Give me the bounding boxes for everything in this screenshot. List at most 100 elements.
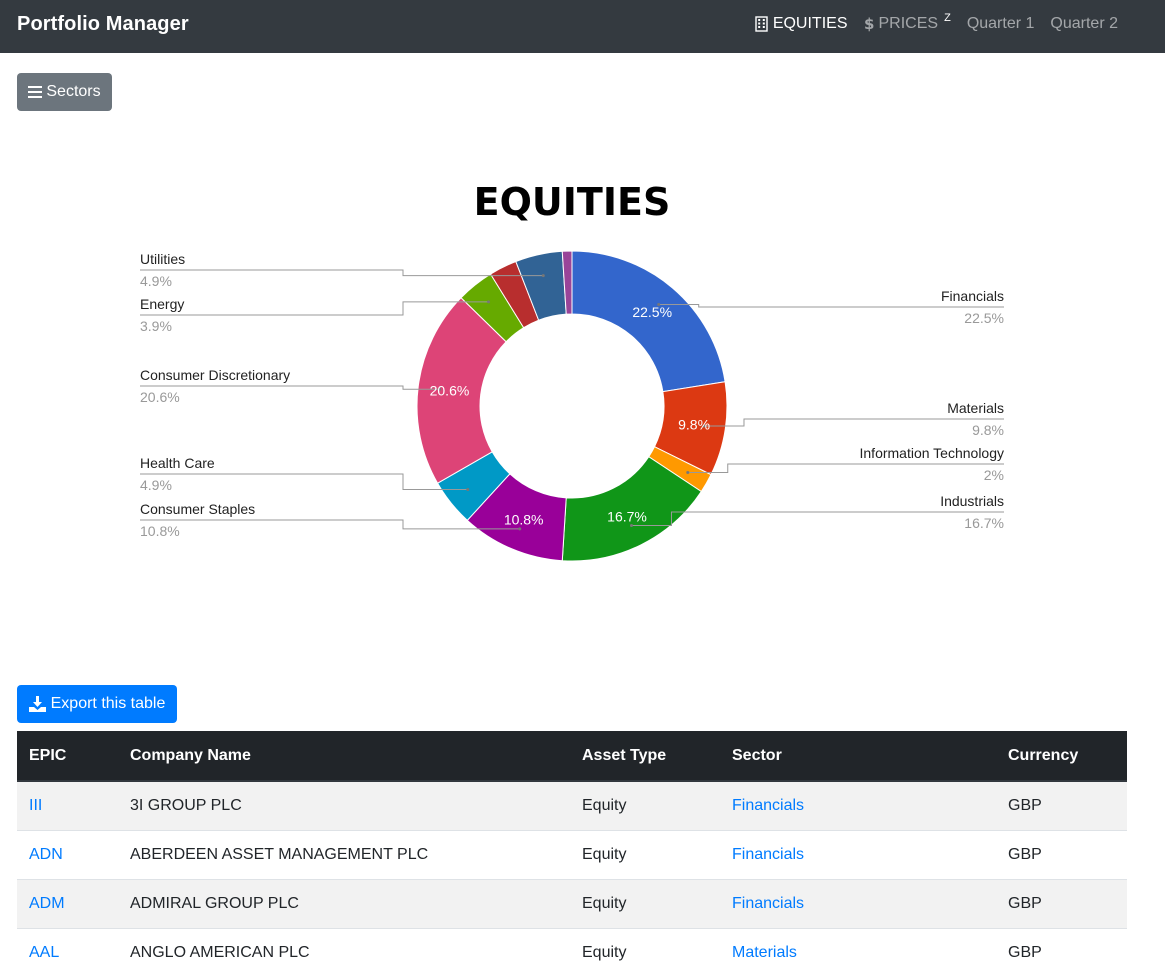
sector-link[interactable]: Financials: [732, 894, 805, 912]
company-cell: ABERDEEN ASSET MANAGEMENT PLC: [118, 829, 570, 879]
chart-title: EQUITIES: [474, 180, 671, 224]
callout-anchor: [686, 471, 690, 475]
epic-cell: III: [17, 780, 118, 830]
export-button-label: Export this table: [50, 695, 166, 712]
nav-superscript: Z: [944, 12, 951, 24]
company-cell: ANGLO AMERICAN PLC: [118, 927, 570, 977]
callout-value-financials: 22.5%: [964, 310, 1004, 326]
callout-label-consumer-staples: Consumer Staples: [140, 501, 255, 517]
slice-inner-label: 16.7%: [607, 509, 647, 525]
callout-line: [140, 473, 468, 490]
callout-value-health-care: 4.9%: [140, 477, 172, 493]
asset-type-cell: Equity: [570, 780, 720, 830]
callout-value-materials: 9.8%: [972, 422, 1004, 438]
asset-type-cell: Equity: [570, 829, 720, 879]
callout-line: [140, 519, 520, 530]
callout-label-industrials: Industrials: [940, 493, 1004, 509]
dollar-icon: $: [864, 16, 874, 32]
callout-value-consumer-discretionary: 20.6%: [140, 389, 180, 405]
table-row: ADM ADMIRAL GROUP PLC Equity Financials …: [17, 878, 1127, 928]
sector-link[interactable]: Materials: [732, 943, 797, 961]
sectors-button-label: Sectors: [46, 83, 101, 100]
callout-label-financials: Financials: [941, 288, 1004, 304]
nav-item-quarter-1[interactable]: Quarter 1: [967, 15, 1035, 33]
callout-value-energy: 3.9%: [140, 318, 172, 334]
currency-cell: GBP: [996, 927, 1127, 977]
currency-cell: GBP: [996, 878, 1127, 928]
nav-item-label: Quarter 1: [966, 15, 1035, 32]
callout-value-utilities: 4.9%: [140, 273, 172, 289]
table-row: AAL ANGLO AMERICAN PLC Equity Materials …: [17, 927, 1127, 977]
sector-link[interactable]: Financials: [732, 845, 805, 863]
nav-item-prices[interactable]: $ PRICES Z: [864, 12, 951, 33]
epic-link[interactable]: III: [29, 796, 43, 814]
equities-table: EPIC Company Name Asset Type Sector Curr…: [17, 731, 1127, 977]
callout-line: [140, 269, 544, 277]
app-brand[interactable]: Portfolio Manager: [17, 13, 189, 35]
sector-link[interactable]: Financials: [732, 796, 805, 814]
column-header-sector[interactable]: Sector: [720, 731, 996, 782]
callout-value-industrials: 16.7%: [964, 515, 1004, 531]
callout-anchor: [518, 527, 522, 531]
asset-type-cell: Equity: [570, 927, 720, 977]
nav-links: EQUITIES $ PRICES Z Quarter 1 Quarter 2: [739, 12, 1118, 33]
epic-cell: ADN: [17, 829, 118, 879]
callout-line: [703, 418, 1004, 427]
callout-value-information-technology: 2%: [984, 467, 1004, 483]
callout-anchor: [657, 302, 661, 306]
callout-line: [140, 385, 440, 390]
building-icon: [755, 16, 768, 32]
slice-inner-label: 20.6%: [430, 383, 470, 399]
table-row: III 3I GROUP PLC Equity Financials GBP: [17, 780, 1127, 830]
callout-line: [140, 301, 489, 316]
column-header-asset-type[interactable]: Asset Type: [570, 731, 720, 782]
company-cell: 3I GROUP PLC: [118, 780, 570, 830]
callout-anchor: [487, 300, 491, 304]
callout-anchor: [466, 487, 470, 491]
currency-cell: GBP: [996, 829, 1127, 879]
callout-anchor: [541, 274, 545, 278]
callout-line: [631, 511, 1004, 527]
callout-label-health-care: Health Care: [140, 455, 215, 471]
callout-value-consumer-staples: 10.8%: [140, 523, 180, 539]
callout-label-consumer-discretionary: Consumer Discretionary: [140, 367, 290, 383]
epic-link[interactable]: ADN: [29, 845, 63, 863]
sector-cell: Financials: [720, 878, 996, 928]
epic-cell: AAL: [17, 927, 118, 977]
callout-label-utilities: Utilities: [140, 251, 185, 267]
column-header-company-name[interactable]: Company Name: [118, 731, 570, 782]
sectors-button[interactable]: Sectors: [17, 73, 112, 111]
column-header-currency[interactable]: Currency: [996, 731, 1127, 782]
table-row: ADN ABERDEEN ASSET MANAGEMENT PLC Equity…: [17, 829, 1127, 879]
sector-cell: Materials: [720, 927, 996, 977]
nav-item-label: EQUITIES: [772, 15, 848, 32]
table-header-row: EPIC Company Name Asset Type Sector Curr…: [17, 731, 1127, 782]
nav-item-equities[interactable]: EQUITIES: [755, 15, 848, 33]
callout-label-materials: Materials: [947, 400, 1004, 416]
callout-anchor: [702, 424, 706, 428]
nav-item-label: Quarter 2: [1050, 15, 1118, 32]
slice-inner-label: 9.8%: [678, 417, 710, 433]
currency-cell: GBP: [996, 780, 1127, 830]
callout-label-information-technology: Information Technology: [860, 445, 1005, 461]
epic-cell: ADM: [17, 878, 118, 928]
sector-cell: Financials: [720, 829, 996, 879]
callout-anchor: [629, 524, 633, 528]
callout-label-energy: Energy: [140, 296, 184, 312]
company-cell: ADMIRAL GROUP PLC: [118, 878, 570, 928]
asset-type-cell: Equity: [570, 878, 720, 928]
column-header-epic[interactable]: EPIC: [17, 731, 118, 782]
pie-slice-unlabeled-10[interactable]: [561, 250, 573, 315]
callout-line: [658, 303, 1004, 308]
export-table-button[interactable]: Export this table: [17, 685, 177, 723]
pie-slice-financials[interactable]: [571, 250, 726, 393]
slice-inner-label: 10.8%: [504, 512, 544, 528]
epic-link[interactable]: ADM: [29, 894, 65, 912]
svg-text:$: $: [864, 16, 874, 32]
nav-item-quarter-2[interactable]: Quarter 2: [1050, 15, 1118, 33]
navbar: Portfolio Manager EQUITIES $ PRICES Z Qu…: [0, 0, 1165, 53]
sector-cell: Financials: [720, 780, 996, 830]
callout-line: [687, 463, 1004, 474]
callout-anchor: [438, 387, 442, 391]
epic-link[interactable]: AAL: [29, 943, 60, 961]
